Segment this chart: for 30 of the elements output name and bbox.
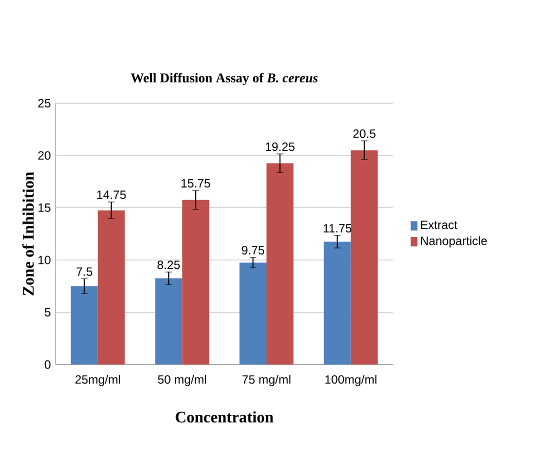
y-tick-label: 5 bbox=[44, 308, 50, 316]
chart-title: Well Diffusion Assay of B. cereus bbox=[130, 72, 318, 86]
data-label: 9.75 bbox=[242, 246, 264, 254]
bar bbox=[266, 163, 294, 365]
x-tick-label: 75 mg/ml bbox=[242, 374, 290, 386]
x-tick-label: 25mg/ml bbox=[75, 374, 120, 386]
data-label: 14.75 bbox=[97, 190, 126, 200]
y-tick-label: 25 bbox=[38, 98, 50, 108]
bar bbox=[98, 210, 125, 365]
bar bbox=[350, 150, 378, 365]
data-label: 19.25 bbox=[266, 142, 294, 151]
bar bbox=[240, 262, 266, 365]
bar bbox=[182, 200, 210, 365]
x-tick-label: 50 mg/ml bbox=[158, 374, 206, 386]
data-label: 8.25 bbox=[158, 260, 180, 270]
y-tick-label: 15 bbox=[38, 204, 50, 212]
bar bbox=[324, 242, 351, 365]
x-tick-label: 100mg/ml bbox=[325, 374, 376, 386]
legend-label: Extract bbox=[421, 220, 458, 230]
data-label: 15.75 bbox=[182, 179, 210, 188]
y-tick-label: 10 bbox=[38, 256, 50, 264]
bar bbox=[70, 286, 98, 365]
bar bbox=[155, 278, 182, 365]
x-axis-title: Concentration bbox=[176, 411, 274, 423]
legend-label: Nanoparticle bbox=[421, 236, 487, 248]
y-tick-label: 20 bbox=[38, 151, 50, 160]
y-axis-title: Zone of Inhibition bbox=[22, 172, 34, 296]
data-label: 7.5 bbox=[76, 268, 92, 276]
y-tick-label: 0 bbox=[44, 360, 50, 369]
data-label: 20.5 bbox=[353, 129, 376, 138]
